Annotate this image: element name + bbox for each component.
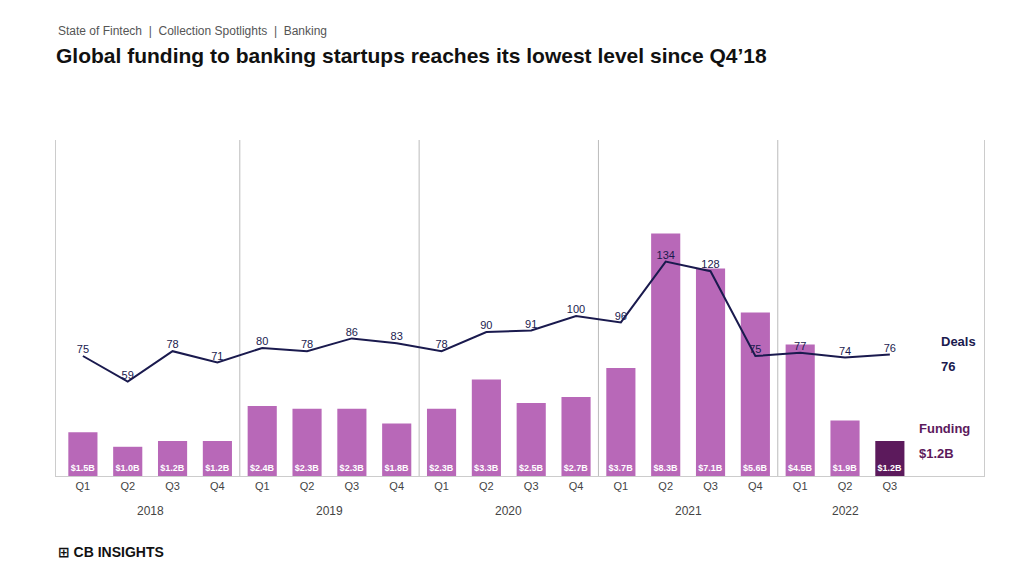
- svg-text:Q2: Q2: [300, 480, 315, 492]
- svg-text:2018: 2018: [137, 504, 164, 518]
- svg-text:Q3: Q3: [883, 480, 898, 492]
- svg-text:Funding: Funding: [919, 421, 970, 436]
- svg-text:134: 134: [657, 249, 675, 261]
- svg-text:Q2: Q2: [838, 480, 853, 492]
- svg-text:Q1: Q1: [255, 480, 270, 492]
- svg-text:$5.6B: $5.6B: [743, 463, 768, 473]
- svg-text:Q1: Q1: [614, 480, 629, 492]
- svg-text:2019: 2019: [316, 504, 343, 518]
- svg-text:Q2: Q2: [120, 480, 135, 492]
- svg-text:78: 78: [301, 338, 313, 350]
- svg-text:77: 77: [794, 340, 806, 352]
- svg-text:Q2: Q2: [479, 480, 494, 492]
- svg-text:Q3: Q3: [345, 480, 360, 492]
- svg-text:Q1: Q1: [76, 480, 91, 492]
- svg-text:100: 100: [567, 303, 585, 315]
- svg-text:$1.9B: $1.9B: [833, 463, 858, 473]
- svg-text:$3.3B: $3.3B: [474, 463, 499, 473]
- svg-text:91: 91: [525, 318, 537, 330]
- svg-text:$2.3B: $2.3B: [295, 463, 320, 473]
- svg-text:86: 86: [346, 326, 358, 338]
- svg-text:Q4: Q4: [389, 480, 404, 492]
- svg-text:Q4: Q4: [569, 480, 584, 492]
- svg-text:Q3: Q3: [165, 480, 180, 492]
- svg-text:2021: 2021: [675, 504, 702, 518]
- svg-text:78: 78: [435, 338, 447, 350]
- svg-text:Q2: Q2: [658, 480, 673, 492]
- svg-text:$1.2B: $1.2B: [205, 463, 230, 473]
- svg-text:128: 128: [701, 258, 719, 270]
- svg-text:83: 83: [391, 330, 403, 342]
- svg-text:$2.3B: $2.3B: [340, 463, 365, 473]
- svg-text:96: 96: [615, 310, 627, 322]
- svg-text:State of Fintech | Collectio: State of Fintech | Collection Spotlights…: [58, 24, 327, 38]
- svg-text:$8.3B: $8.3B: [653, 463, 678, 473]
- svg-text:Q3: Q3: [524, 480, 539, 492]
- svg-text:59: 59: [122, 369, 134, 381]
- svg-text:90: 90: [480, 319, 492, 331]
- svg-text:76: 76: [884, 342, 896, 354]
- svg-text:$2.4B: $2.4B: [250, 463, 275, 473]
- svg-text:76: 76: [941, 359, 955, 374]
- svg-text:Q4: Q4: [210, 480, 225, 492]
- svg-text:$1.0B: $1.0B: [115, 463, 140, 473]
- svg-text:⊞ CB INSIGHTS: ⊞ CB INSIGHTS: [58, 544, 164, 560]
- svg-text:Q1: Q1: [793, 480, 808, 492]
- svg-text:Global funding to banking star: Global funding to banking startups reach…: [56, 44, 767, 67]
- svg-text:$4.5B: $4.5B: [788, 463, 813, 473]
- svg-text:$2.3B: $2.3B: [429, 463, 454, 473]
- svg-text:$1.5B: $1.5B: [71, 463, 96, 473]
- svg-text:80: 80: [256, 335, 268, 347]
- svg-text:$2.5B: $2.5B: [519, 463, 544, 473]
- svg-text:74: 74: [839, 345, 851, 357]
- svg-text:2020: 2020: [495, 504, 522, 518]
- svg-text:Q3: Q3: [703, 480, 718, 492]
- svg-text:Q1: Q1: [434, 480, 449, 492]
- svg-text:2022: 2022: [832, 504, 859, 518]
- svg-text:$3.7B: $3.7B: [609, 463, 634, 473]
- svg-text:71: 71: [211, 350, 223, 362]
- svg-text:$2.7B: $2.7B: [564, 463, 589, 473]
- svg-text:75: 75: [749, 343, 761, 355]
- svg-text:$7.1B: $7.1B: [698, 463, 723, 473]
- svg-text:$1.2B: $1.2B: [160, 463, 185, 473]
- svg-text:Deals: Deals: [941, 334, 976, 349]
- svg-text:$1.2B: $1.2B: [878, 463, 903, 473]
- svg-text:78: 78: [166, 338, 178, 350]
- svg-text:$1.2B: $1.2B: [919, 446, 954, 461]
- svg-text:$1.8B: $1.8B: [384, 463, 409, 473]
- svg-text:Q4: Q4: [748, 480, 763, 492]
- svg-text:75: 75: [77, 343, 89, 355]
